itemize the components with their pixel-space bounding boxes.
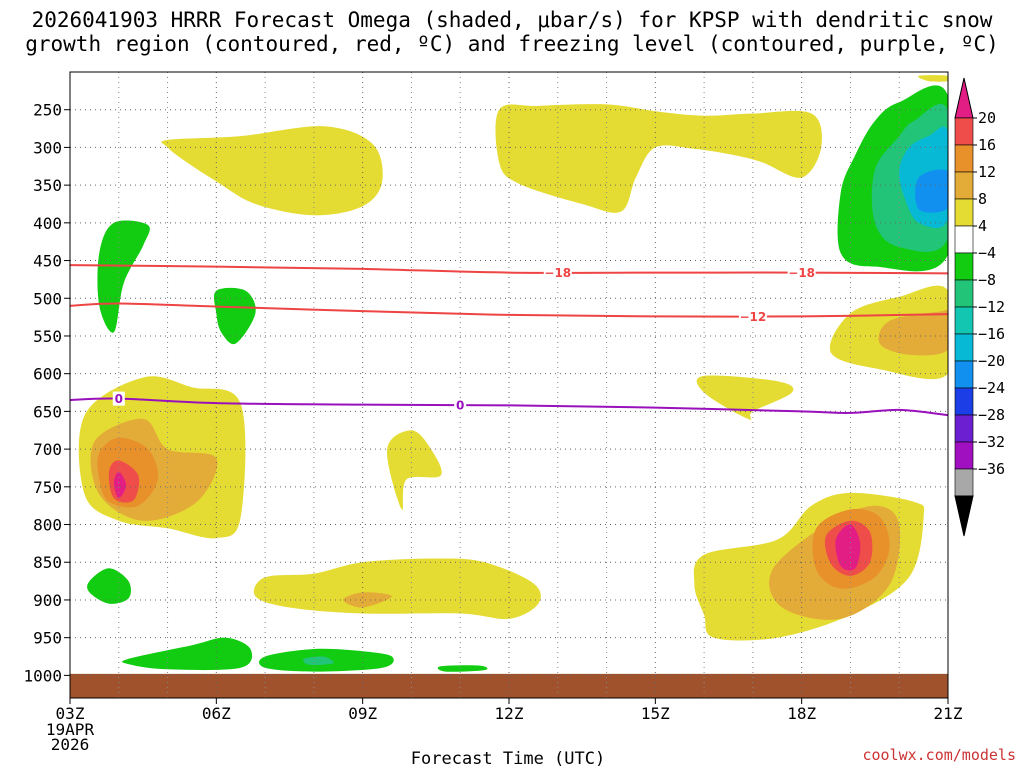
omega-region-sinking-mid-column <box>213 287 256 345</box>
x-tick-label-21Z: 21Z <box>934 704 963 723</box>
omega-region-sinking-left-small <box>87 568 131 604</box>
omega-region-rising-right-mid-orange <box>878 309 948 356</box>
colorbar-label: 4 <box>978 217 987 235</box>
colorbar-label: −28 <box>978 406 1005 424</box>
y-tick-label-300: 300 <box>33 138 62 157</box>
colorbar-top-arrow <box>954 77 974 119</box>
contour-label-freezing-level-0: 0 <box>456 399 464 413</box>
y-tick-label-600: 600 <box>33 365 62 384</box>
y-tick-label-500: 500 <box>33 289 62 308</box>
y-tick-label-800: 800 <box>33 516 62 535</box>
colorbar-swatch <box>954 198 974 227</box>
omega-region-rising-upper-a <box>161 126 383 216</box>
y-tick-label-450: 450 <box>33 252 62 271</box>
y-tick-label-1000: 1000 <box>23 666 62 685</box>
colorbar-label: 16 <box>978 136 996 154</box>
y-tick-label-700: 700 <box>33 440 62 459</box>
colorbar-swatch <box>954 468 974 497</box>
x-tick-label-09Z: 09Z <box>348 704 377 723</box>
omega-region-rising-top-right-sliver <box>918 75 948 82</box>
colorbar-label: −32 <box>978 433 1005 451</box>
colorbar-swatch <box>954 171 974 200</box>
colorbar-swatch <box>954 279 974 308</box>
contour-dendritic-minus-12 <box>70 302 948 318</box>
colorbar-swatch <box>954 333 974 362</box>
colorbar-bottom-arrow <box>954 495 974 537</box>
omega-region-sinking-left-column <box>97 220 150 333</box>
omega-region-rising-lower-band <box>253 558 541 620</box>
omega-region-sinking-surface-b-teal <box>303 656 334 666</box>
omega-region-sinking-surface-c <box>437 665 488 672</box>
y-tick-label-650: 650 <box>33 402 62 421</box>
y-tick-label-350: 350 <box>33 176 62 195</box>
omega-shading-layer <box>78 75 948 672</box>
contour-label-bg <box>112 391 125 406</box>
chart-title: 2026041903 HRRR Forecast Omega (shaded, … <box>25 8 999 56</box>
x-date-label: 2026 <box>51 735 90 754</box>
colorbar-swatch <box>954 252 974 281</box>
contour-label-bg <box>738 309 767 324</box>
colorbar-swatch <box>954 414 974 443</box>
colorbar-label: −4 <box>978 244 996 262</box>
colorbar-label: 12 <box>978 163 996 181</box>
omega-region-rising-small-patch <box>696 375 794 420</box>
colorbar-label: 8 <box>978 190 987 208</box>
contour-freezing-level-0 <box>70 397 948 417</box>
colorbar-label: −36 <box>978 460 1005 478</box>
x-axis-title: Forecast Time (UTC) <box>411 749 605 768</box>
colorbar-swatch <box>954 117 974 146</box>
colorbar-label: −8 <box>978 271 996 289</box>
omega-region-rising-left-lower-peak <box>113 471 127 499</box>
axes-layer: 250 300 350 400 450 500 550 600 650 700 750 800 850 9… <box>23 101 962 754</box>
y-tick-label-850: 850 <box>33 553 62 572</box>
credit-text: coolwx.com/models <box>862 746 1016 764</box>
colorbar-label: 20 <box>978 109 996 127</box>
x-tick-label-18Z: 18Z <box>787 704 816 723</box>
omega-region-rising-lower-right-peak <box>835 524 861 571</box>
y-tick-label-900: 900 <box>33 591 62 610</box>
x-tick-label-12Z: 12Z <box>495 704 524 723</box>
colorbar-label: −24 <box>978 379 1005 397</box>
omega-region-sinking-surface-a <box>122 637 253 671</box>
contour-label-dendritic-minus-18: −18 <box>544 266 571 280</box>
x-date-label: 19APR <box>46 720 95 739</box>
colorbar-swatch <box>954 441 974 470</box>
colorbar-label: −16 <box>978 325 1005 343</box>
y-tick-label-550: 550 <box>33 327 62 346</box>
colorbar-swatch <box>954 360 974 389</box>
colorbar-swatch <box>954 306 974 335</box>
colorbar-label: −12 <box>978 298 1005 316</box>
contour-label-bg <box>787 265 816 280</box>
contour-layer: −18 −18 −12 0 0 <box>70 264 948 417</box>
x-tick-label-15Z: 15Z <box>641 704 670 723</box>
contour-label-dendritic-minus-18: −18 <box>788 266 815 280</box>
colorbar: 20 16 12 8 4 −4 −8 −12 −16 −20 −24 −28 −32 −36 <box>954 77 1005 537</box>
y-tick-label-950: 950 <box>33 629 62 648</box>
omega-region-sinking-upper-right-blue <box>915 169 948 213</box>
contour-label-bg <box>454 398 467 413</box>
y-tick-label-400: 400 <box>33 214 62 233</box>
colorbar-swatch <box>954 144 974 173</box>
omega-region-rising-lower-band-orange <box>343 592 392 608</box>
contour-label-bg <box>543 265 572 280</box>
omega-region-rising-upper-b <box>495 104 822 213</box>
colorbar-swatch <box>954 225 974 254</box>
x-tick-label-06Z: 06Z <box>202 704 231 723</box>
y-tick-label-750: 750 <box>33 478 62 497</box>
contour-label-dendritic-minus-12: −12 <box>740 310 767 324</box>
colorbar-label: −20 <box>978 352 1005 370</box>
omega-region-rising-small-mid <box>386 430 442 510</box>
y-tick-label-250: 250 <box>33 101 62 120</box>
contour-dendritic-minus-18 <box>70 264 948 275</box>
x-tick-label-03Z: 03Z <box>56 704 85 723</box>
contour-label-freezing-level-0: 0 <box>115 392 123 406</box>
colorbar-swatch <box>954 387 974 416</box>
